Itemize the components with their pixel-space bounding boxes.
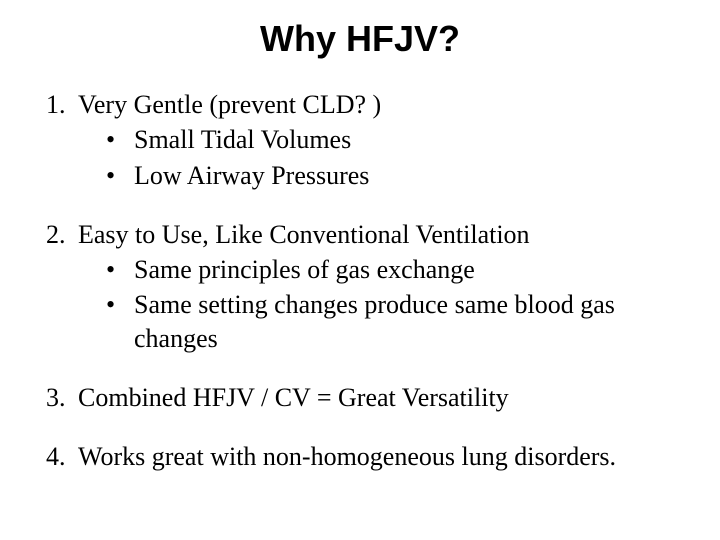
list-item: Combined HFJV / CV = Great Versatility	[72, 381, 692, 414]
list-item-text: Easy to Use, Like Conventional Ventilati…	[78, 220, 530, 249]
sub-list-item: Same setting changes produce same blood …	[106, 288, 692, 355]
main-list: Very Gentle (prevent CLD? ) Small Tidal …	[28, 88, 692, 473]
slide: Why HFJV? Very Gentle (prevent CLD? ) Sm…	[0, 0, 720, 540]
sub-list-item: Same principles of gas exchange	[106, 253, 692, 286]
sub-list-item: Low Airway Pressures	[106, 159, 692, 192]
sub-list-item: Small Tidal Volumes	[106, 123, 692, 156]
list-item-text: Works great with non-homogeneous lung di…	[78, 442, 616, 471]
sub-list: Small Tidal Volumes Low Airway Pressures	[78, 123, 692, 192]
slide-title: Why HFJV?	[28, 18, 692, 60]
list-item: Works great with non-homogeneous lung di…	[72, 440, 692, 473]
sub-list: Same principles of gas exchange Same set…	[78, 253, 692, 355]
list-item-text: Very Gentle (prevent CLD? )	[78, 90, 381, 119]
list-item-text: Combined HFJV / CV = Great Versatility	[78, 383, 509, 412]
list-item: Easy to Use, Like Conventional Ventilati…	[72, 218, 692, 355]
list-item: Very Gentle (prevent CLD? ) Small Tidal …	[72, 88, 692, 192]
